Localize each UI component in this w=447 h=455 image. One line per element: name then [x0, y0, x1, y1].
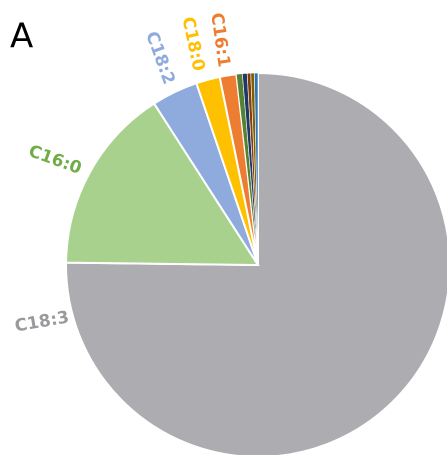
panel-label: A	[10, 17, 33, 57]
pie-slice	[65, 71, 447, 455]
pie-slice	[65, 102, 260, 267]
slice-label: C18:3	[13, 307, 70, 336]
slice-label: C18:2	[141, 29, 179, 87]
slice-label: C18:0	[178, 15, 209, 73]
slice-label: C16:1	[206, 11, 233, 68]
pie-slice	[254, 72, 259, 266]
slice-label: C16:0	[26, 141, 84, 179]
